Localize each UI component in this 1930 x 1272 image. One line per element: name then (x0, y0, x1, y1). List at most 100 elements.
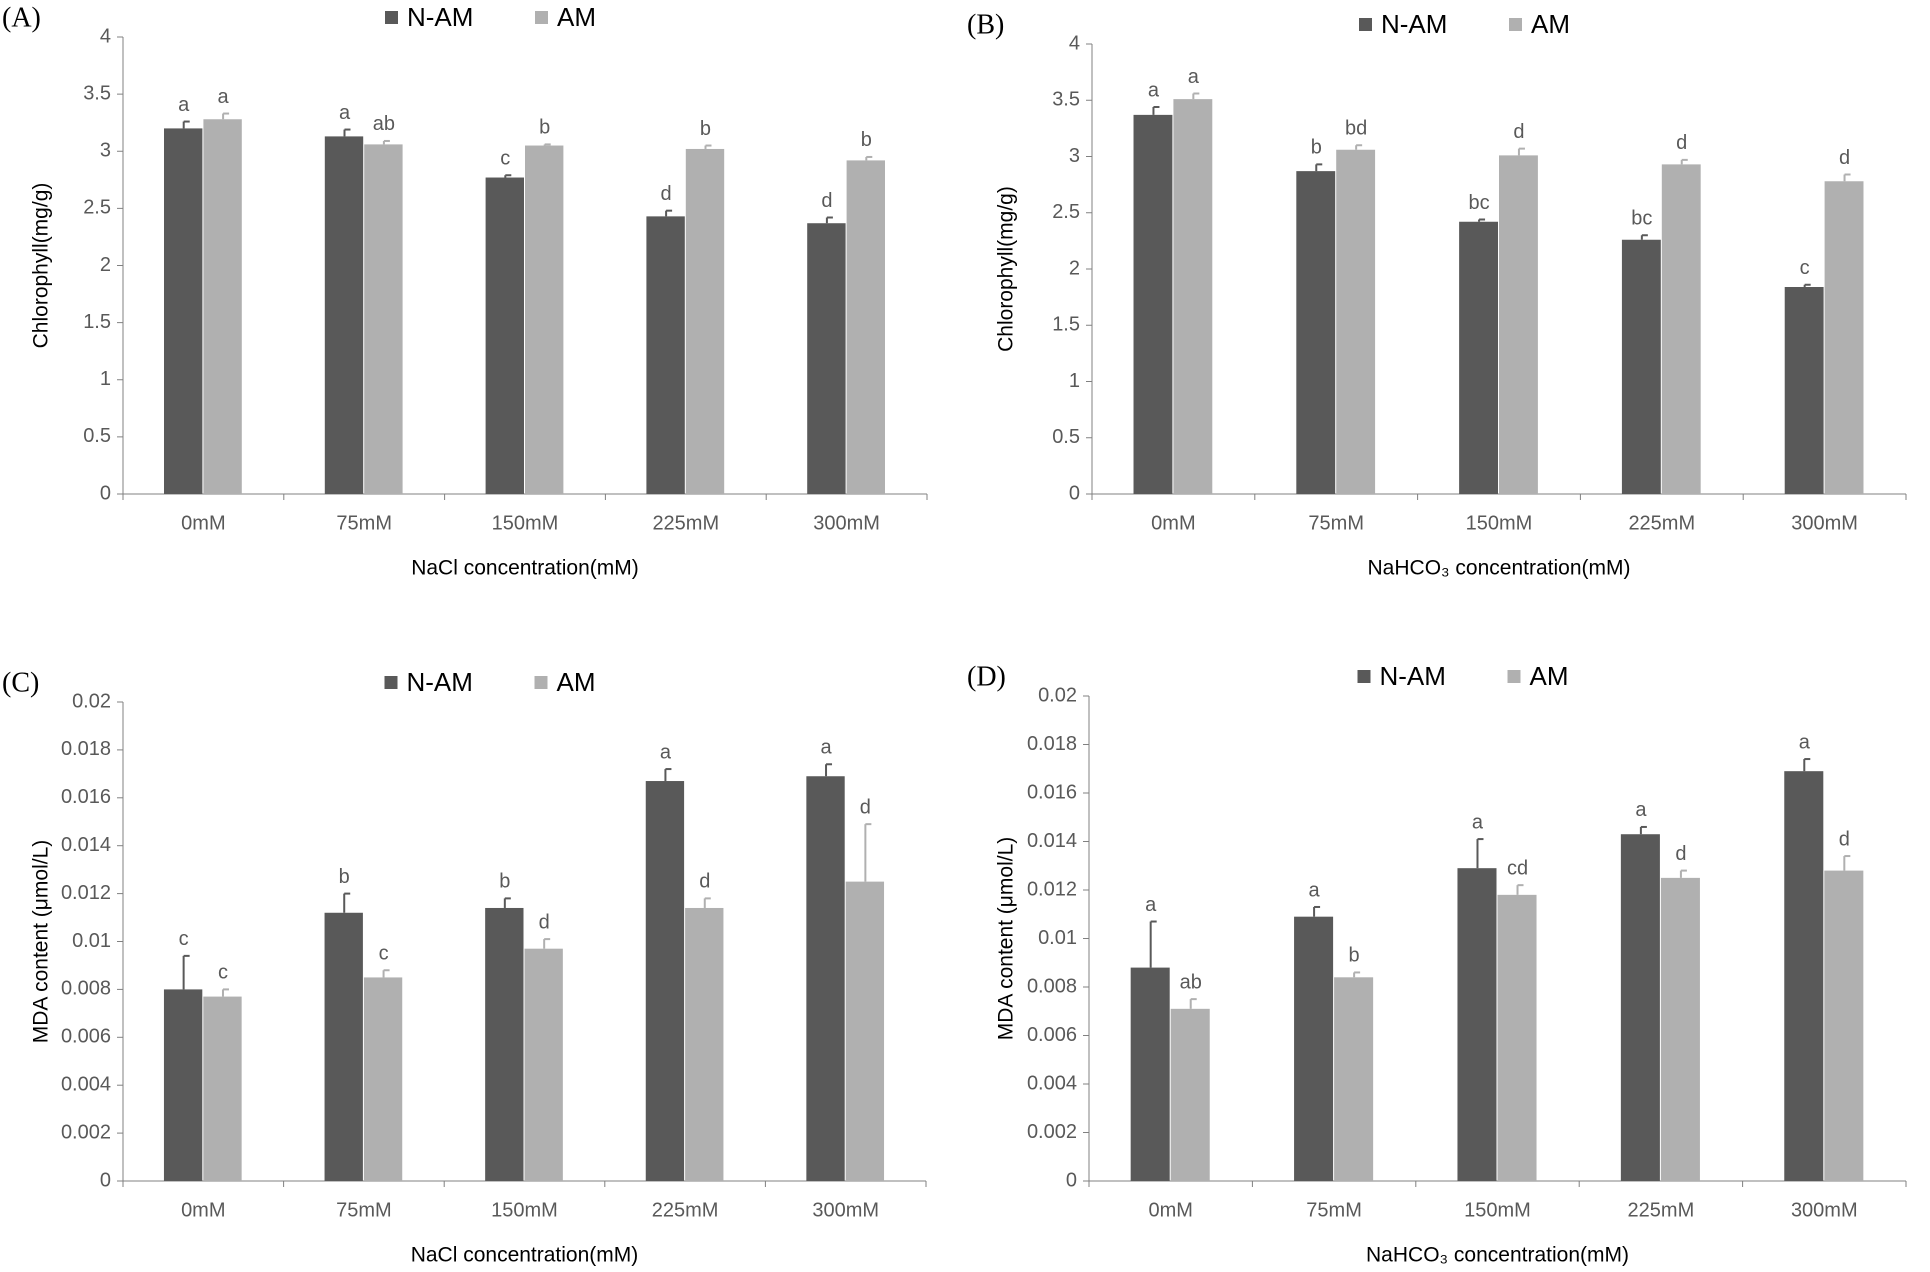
panel-label: (B) (967, 9, 1004, 40)
significance-letter: d (821, 190, 832, 212)
y-axis-title: MDA content (μmol/L) (995, 837, 1018, 1041)
y-tick-label: 1.5 (83, 311, 111, 333)
y-tick-label: 0.006 (61, 1026, 111, 1048)
legend-swatch (1359, 18, 1372, 31)
y-tick-label: 2 (1069, 257, 1080, 279)
bar (1296, 171, 1336, 494)
legend-swatch (385, 11, 398, 24)
significance-letter: c (218, 962, 228, 984)
significance-letter: ab (373, 113, 395, 135)
legend-label: N-AM (1380, 661, 1446, 691)
bar (1661, 164, 1701, 494)
significance-letter: a (1145, 894, 1157, 916)
y-tick-label: 1 (1069, 370, 1080, 392)
x-tick-label: 225mM (652, 512, 719, 534)
x-tick-label: 300mM (812, 1199, 879, 1221)
bar (524, 948, 563, 1181)
x-tick-label: 225mM (652, 1199, 719, 1221)
legend-label: N-AM (407, 667, 473, 697)
significance-letter: a (1635, 799, 1647, 821)
legend-swatch (384, 676, 398, 689)
x-tick-label: 75mM (336, 512, 392, 534)
legend-label: N-AM (1381, 9, 1447, 39)
legend-label: AM (1530, 661, 1569, 691)
x-tick-label: 75mM (336, 1199, 392, 1221)
y-axis-title: MDA content (μmol/L) (30, 840, 53, 1044)
bar (1133, 114, 1173, 494)
significance-letter: ab (1180, 971, 1202, 993)
y-tick-label: 0.01 (72, 930, 111, 952)
bar (1170, 1008, 1210, 1181)
bar (324, 136, 364, 494)
bar (525, 145, 564, 494)
significance-letter: a (660, 741, 672, 763)
y-tick-label: 0.014 (61, 834, 111, 856)
significance-letter: b (499, 871, 510, 893)
y-tick-label: 0 (100, 1169, 111, 1191)
significance-letter: b (700, 118, 711, 140)
x-tick-label: 300mM (1791, 1199, 1858, 1221)
bar (1824, 870, 1864, 1181)
significance-letter: d (539, 911, 550, 933)
y-tick-label: 2 (100, 254, 111, 276)
bar (1660, 877, 1700, 1181)
significance-letter: b (339, 866, 350, 888)
bar (1334, 977, 1374, 1181)
significance-letter: b (861, 129, 872, 151)
significance-letter: cd (1507, 857, 1528, 879)
legend-label: AM (557, 667, 596, 697)
significance-letter: d (1513, 121, 1524, 143)
y-tick-label: 3 (100, 140, 111, 162)
x-axis-title: NaCl concentration(mM) (411, 557, 639, 580)
significance-letter: a (820, 737, 832, 759)
significance-letter: bd (1345, 118, 1367, 140)
y-tick-label: 0.004 (61, 1073, 111, 1095)
significance-letter: b (539, 117, 550, 139)
y-tick-label: 3 (1069, 145, 1080, 167)
y-tick-label: 0.002 (1027, 1121, 1077, 1143)
x-tick-label: 0mM (1148, 1199, 1192, 1221)
y-tick-label: 3.5 (83, 82, 111, 104)
x-tick-label: 0mM (1151, 512, 1195, 534)
legend-swatch (1507, 670, 1521, 683)
panel-label: (C) (2, 667, 39, 698)
significance-letter: bc (1468, 192, 1489, 214)
significance-letter: a (1148, 79, 1160, 101)
y-tick-label: 0.5 (1052, 426, 1080, 448)
x-tick-label: 225mM (1628, 512, 1695, 534)
significance-letter: a (1799, 731, 1811, 753)
bar (1621, 239, 1661, 494)
significance-letter: a (218, 86, 230, 108)
y-tick-label: 0 (100, 482, 111, 504)
y-tick-label: 0.006 (1027, 1024, 1077, 1046)
bar (1457, 868, 1497, 1181)
legend-swatch (1357, 670, 1371, 683)
panel-label: (A) (2, 2, 41, 33)
x-tick-label: 150mM (491, 1199, 558, 1221)
bar (1173, 99, 1213, 494)
panel-label: (D) (967, 661, 1006, 692)
bar (1499, 155, 1538, 494)
bar (1824, 181, 1864, 494)
significance-letter: c (500, 148, 510, 170)
y-tick-label: 0.012 (1027, 878, 1077, 900)
significance-letter: d (1675, 843, 1686, 865)
significance-letter: d (1839, 147, 1850, 169)
significance-letter: d (661, 183, 672, 205)
legend-swatch (535, 11, 548, 24)
bar (364, 144, 403, 494)
bar (807, 223, 846, 495)
bar (1497, 894, 1537, 1181)
x-axis-title: NaCl concentration(mM) (411, 1244, 639, 1267)
x-tick-label: 150mM (1466, 512, 1533, 534)
y-tick-label: 2.5 (83, 197, 111, 219)
significance-letter: d (860, 796, 871, 818)
bar (845, 881, 885, 1181)
bar (203, 119, 242, 494)
bar (363, 977, 403, 1181)
x-tick-label: 150mM (1464, 1199, 1531, 1221)
y-tick-label: 0.012 (61, 882, 111, 904)
legend-label: N-AM (407, 2, 473, 32)
y-tick-label: 0.018 (61, 738, 111, 760)
